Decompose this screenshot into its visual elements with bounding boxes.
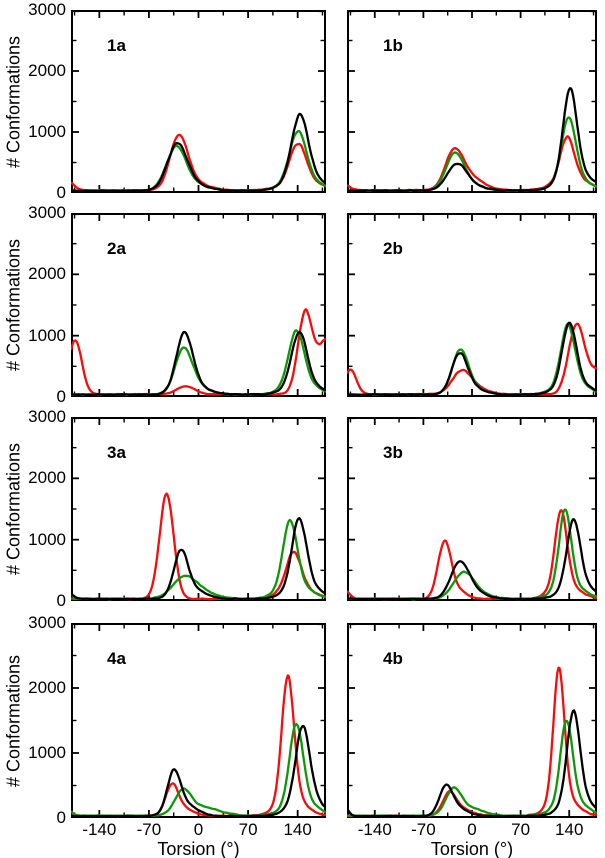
series-red-line [347,666,597,818]
x-tick-label: 0 [193,820,204,839]
series-red-line [71,674,326,818]
y-tick-label: 2000 [28,264,66,284]
x-tick-label: 70 [238,820,258,839]
series-black-line [71,517,326,601]
panel-2a [71,213,326,397]
y-tick-label: 0 [56,183,66,202]
x-tick-label: 140 [283,820,312,839]
x-tick-label: -70 [136,820,162,839]
y-axis-label: # Conformations [3,654,24,787]
x-tick-label: 0 [467,820,477,839]
y-axis-label: # Conformations [3,442,24,576]
panel-1a [71,10,326,193]
y-tick-label: 3000 [28,0,66,19]
series-black-line [71,724,326,818]
series-red-line [347,135,597,192]
series-black-line [347,518,597,601]
panel-label-3b: 3b [383,443,403,462]
y-tick-label: 0 [56,591,66,610]
panel-4a [71,623,326,818]
y-tick-label: 1000 [28,325,66,345]
x-tick-label: -140 [82,820,117,839]
panel-label-4a: 4a [107,649,126,668]
x-tick-label: 70 [511,820,531,839]
y-axis-label: # Conformations [3,35,24,168]
y-tick-label: 0 [56,387,66,406]
plot-area-4a [71,623,326,818]
x-tick-label: 140 [555,820,584,839]
plot-area-2b [347,213,597,397]
y-tick-label: 3000 [28,407,66,426]
plot-area-1a [71,10,326,193]
y-tick-label: 3000 [28,613,66,632]
y-axis-label: # Conformations [3,238,24,372]
series-green-line [71,329,326,396]
panel-2b [347,213,597,397]
plot-area-2a [71,213,326,397]
y-tick-label: 1000 [28,743,66,762]
plot-area-4b [347,623,597,818]
panel-label-4b: 4b [383,649,403,668]
series-black-line [71,330,326,396]
panel-label-1b: 1b [383,36,403,55]
y-tick-label: 0 [56,808,66,827]
x-tick-label: -70 [411,820,436,839]
panel-label-2b: 2b [383,239,403,258]
y-tick-label: 3000 [28,203,66,222]
y-tick-label: 2000 [28,61,66,80]
x-tick-label: -140 [357,820,392,839]
series-black-line [347,321,597,396]
series-black-line [71,112,326,193]
y-tick-label: 2000 [28,678,66,697]
panel-1b [347,10,597,193]
plot-area-3b [347,417,597,601]
panel-label-2a: 2a [107,239,126,258]
y-tick-label: 2000 [28,468,66,488]
x-axis-label: Torsion (°) [157,839,240,858]
y-tick-label: 1000 [28,122,66,141]
plot-area-3a [71,417,326,601]
plot-area-1b [347,10,597,193]
panel-4b [347,623,597,818]
panel-label-1a: 1a [107,36,126,55]
x-axis-label: Torsion (°) [430,839,514,858]
series-black-line [347,709,597,818]
series-red-line [71,308,326,396]
panel-3a [71,417,326,601]
panel-3b [347,417,597,601]
series-black-line [347,87,597,193]
panel-label-3a: 3a [107,443,126,462]
y-tick-label: 1000 [28,529,66,549]
